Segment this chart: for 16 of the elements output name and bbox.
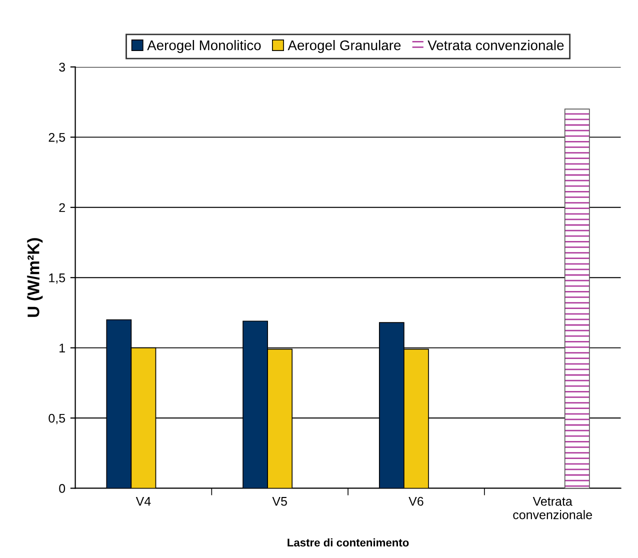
legend-label: Aerogel Granulare: [288, 40, 401, 53]
x-tick-label: V6: [408, 496, 424, 506]
x-axis-title: Lastre di contenimento: [288, 538, 409, 547]
y-tick-label: 1: [60, 344, 65, 352]
y-tick-label: 2: [59, 203, 65, 212]
y-tick-label: 3: [59, 62, 66, 72]
x-tick-label: V4: [136, 497, 151, 506]
legend-label: Aerogel Monolitico: [147, 40, 261, 53]
legend-label: Vetrata convenzionale: [428, 40, 564, 50]
y-tick-label: 0,5: [48, 414, 66, 424]
x-tick-label: V5: [272, 497, 287, 506]
y-tick-label: 1,5: [49, 274, 66, 284]
y-tick-label: 2,5: [48, 132, 66, 144]
x-tick-label: Vetrata convenzionale: [513, 497, 592, 520]
y-axis-title: U (W/m²K): [27, 238, 43, 317]
y-tick-label: 0: [59, 484, 66, 493]
